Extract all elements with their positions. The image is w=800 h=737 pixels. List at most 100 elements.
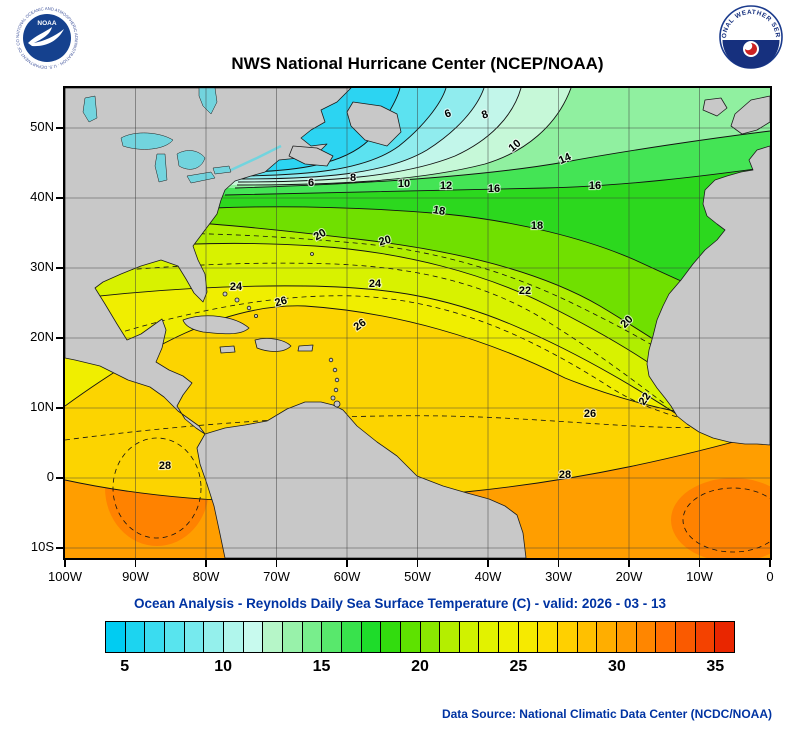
noaa-label: NOAA — [37, 20, 56, 27]
contour-label: 26 — [584, 408, 596, 420]
map-caption: Ocean Analysis - Reynolds Daily Sea Surf… — [134, 596, 666, 611]
colorbar-cell — [380, 622, 400, 652]
lon-axis-label: 50W — [404, 569, 431, 584]
contour-label: 18 — [531, 220, 543, 232]
axis-tick — [416, 560, 419, 567]
axis-tick — [275, 560, 278, 567]
colorbar-cell — [340, 622, 361, 652]
inland-lakes — [82, 88, 282, 184]
contour-label: 26 — [274, 295, 289, 310]
axis-tick — [628, 560, 630, 567]
axis-tick — [64, 560, 66, 567]
colorbar-cell — [498, 622, 518, 652]
contour-label: 8 — [350, 172, 356, 184]
colorbar-cell — [478, 622, 499, 652]
lake-huron — [176, 150, 206, 170]
lesser-antilles-islands — [328, 357, 341, 408]
axis-tick — [56, 197, 63, 199]
bahamas-islands — [222, 291, 258, 318]
lat-axis-label: 20N — [30, 329, 54, 344]
colorbar-cell — [222, 622, 243, 652]
page-title: NWS National Hurricane Center (NCEP/NOAA… — [231, 54, 604, 73]
colorbar-cell — [242, 622, 263, 652]
lake-erie — [186, 171, 216, 184]
africa-iberia-landmass — [646, 145, 770, 446]
colorbar-tick-label: 25 — [509, 658, 528, 675]
contour-label: 24 — [230, 281, 243, 293]
contour-label: 10 — [398, 178, 410, 190]
sst-map: 6 8 10 14 6 8 10 12 16 16 18 18 20 20 20 22 22 24 24 26 26 26… — [63, 86, 772, 560]
colorbar-cell — [281, 622, 302, 652]
colorbar-cell — [399, 622, 420, 652]
lat-axis-label: 40N — [30, 189, 54, 204]
lat-axis-label: 0 — [46, 469, 54, 484]
lake-michigan — [154, 153, 168, 183]
contour-label: 28 — [559, 469, 571, 481]
axis-tick — [56, 337, 63, 339]
colorbar-tick-label: 15 — [312, 658, 331, 675]
colorbar-cell — [163, 622, 184, 652]
colorbar-cell — [301, 622, 322, 652]
contour-label: 24 — [369, 278, 382, 290]
lon-axis-label: 30W — [545, 569, 572, 584]
colorbar-cell — [714, 622, 734, 652]
colorbar-cell — [655, 622, 676, 652]
lon-axis-label: 0 — [766, 569, 774, 584]
lat-axis-label: 10N — [30, 399, 54, 414]
colorbar-cell — [124, 622, 145, 652]
jamaica-island — [219, 345, 236, 354]
temperature-colorbar — [105, 621, 735, 653]
colorbar-cell — [106, 622, 125, 652]
colorbar-cell — [439, 622, 459, 652]
colorbar-cell — [596, 622, 617, 652]
colorbar-tick-label: 35 — [706, 658, 725, 675]
lat-axis-label: 30N — [30, 259, 54, 274]
colorbar-tick-label: 30 — [607, 658, 626, 675]
lon-axis-label: 10W — [686, 569, 713, 584]
lake-winnipeg — [82, 95, 98, 123]
colorbar-cell — [203, 622, 223, 652]
lon-axis-label: 70W — [263, 569, 290, 584]
lat-lon-grid — [65, 88, 770, 558]
puerto-rico-island — [297, 344, 314, 352]
lon-axis-label: 60W — [333, 569, 361, 584]
contour-label: 6 — [308, 177, 314, 189]
axis-tick — [56, 547, 63, 549]
newfoundland-island — [346, 101, 402, 147]
landmasses — [65, 88, 770, 558]
colorbar-cell — [576, 622, 597, 652]
colorbar-cell — [183, 622, 204, 652]
ireland-island — [702, 97, 728, 117]
colorbar-cell — [557, 622, 577, 652]
james-bay — [198, 88, 218, 115]
colorbar-cell — [458, 622, 479, 652]
colorbar-cell — [262, 622, 282, 652]
axis-tick — [205, 560, 207, 567]
lon-axis-label: 20W — [615, 569, 643, 584]
colorbar-cell — [675, 622, 695, 652]
data-source-note: Data Source: National Climatic Data Cent… — [441, 707, 772, 721]
axis-tick — [56, 407, 63, 409]
british-isles-landmass — [730, 95, 770, 135]
nws-seal-icon: NATIONAL WEATHER SERVICE — [715, 0, 783, 69]
lon-axis-label: 40W — [474, 569, 502, 584]
south-america-landmass — [196, 401, 527, 558]
axis-tick — [487, 560, 489, 567]
nova-scotia-peninsula — [288, 145, 334, 167]
lon-axis-label: 90W — [122, 569, 149, 584]
contour-label: 16 — [589, 180, 601, 192]
axis-tick — [698, 560, 701, 567]
axis-tick — [56, 127, 63, 129]
hispaniola-island — [254, 338, 292, 352]
contour-label: 12 — [440, 180, 452, 192]
axis-tick — [346, 560, 348, 567]
colorbar-cell — [635, 622, 656, 652]
colorbar-cell — [537, 622, 558, 652]
contour-label: 16 — [488, 183, 500, 195]
nws-logo: NATIONAL WEATHER SERVICE — [715, 0, 784, 75]
lon-axis-label: 80W — [192, 569, 220, 584]
colorbar-tick-label: 20 — [411, 658, 429, 675]
axis-tick — [56, 267, 63, 269]
colorbar-cell — [616, 622, 636, 652]
